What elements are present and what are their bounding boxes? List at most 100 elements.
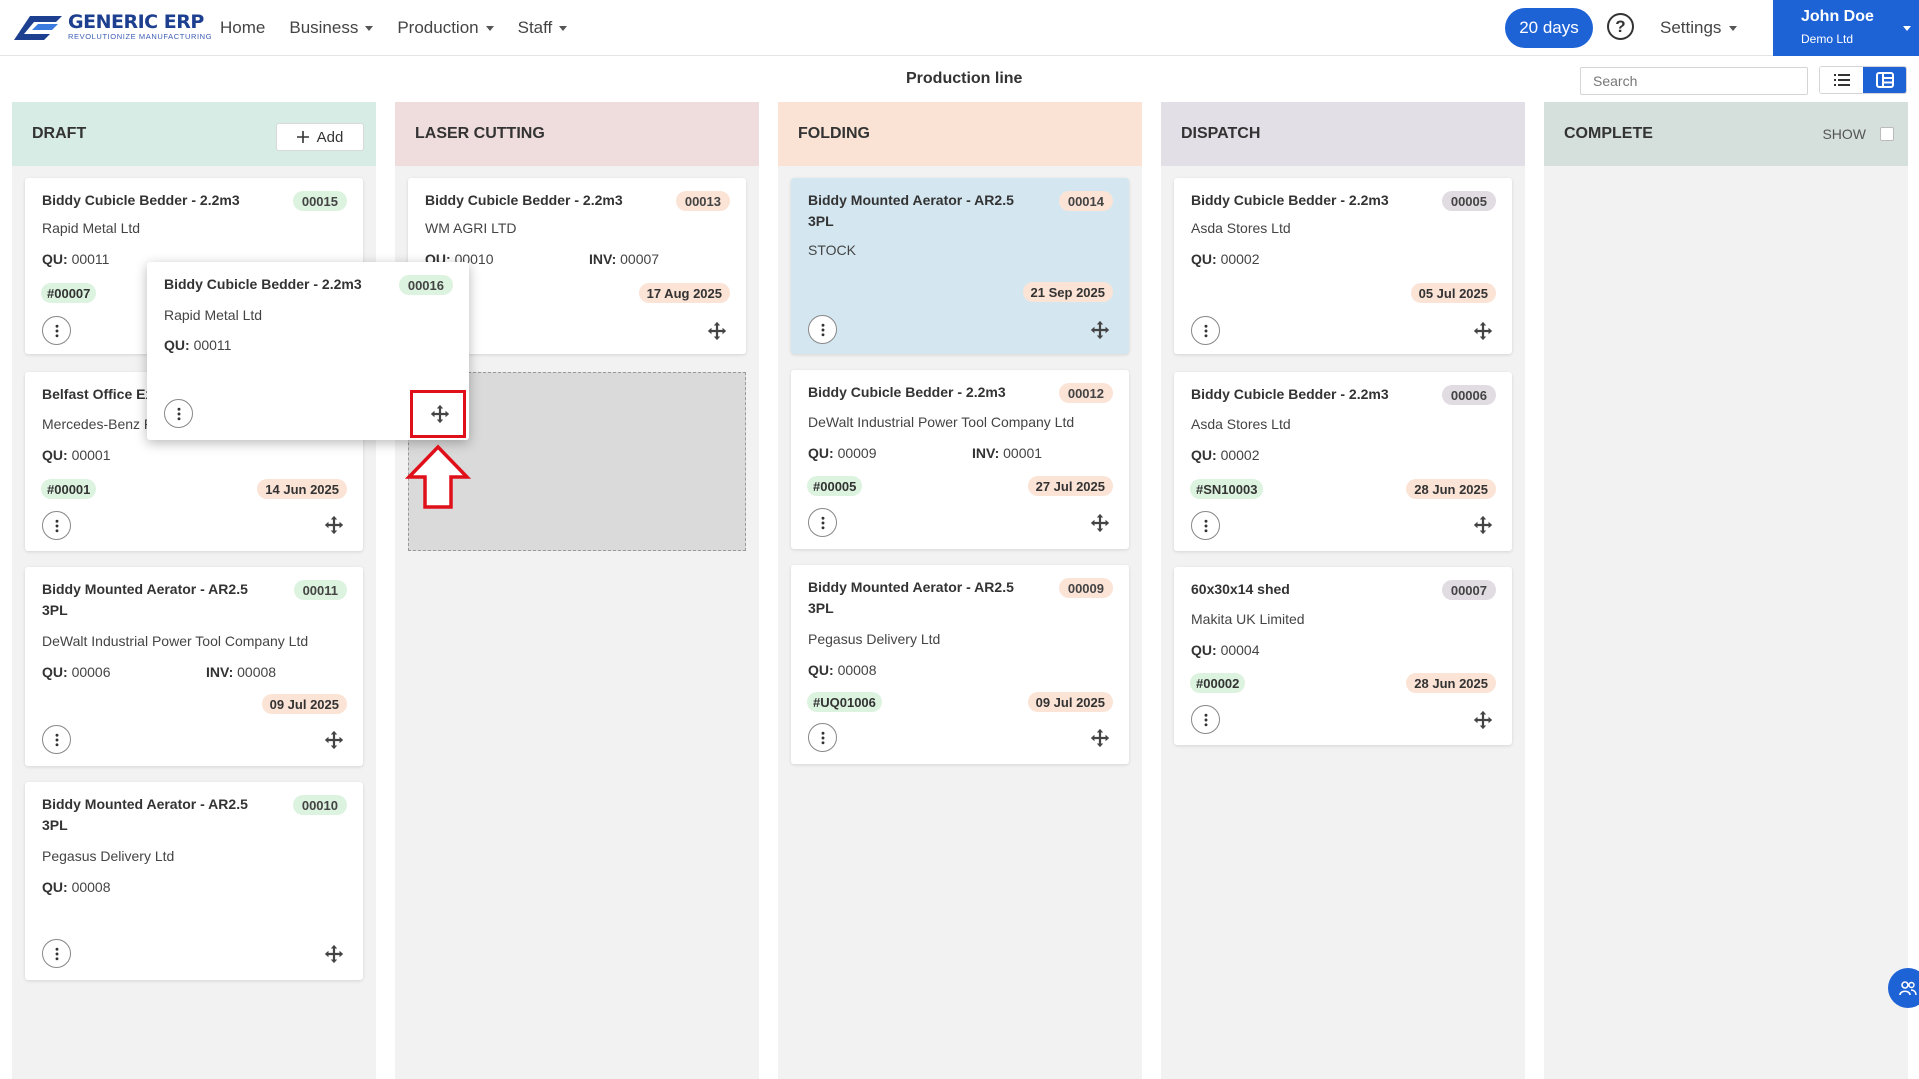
move-icon[interactable] (1472, 709, 1494, 731)
card-company: Mercedes-Benz R (42, 416, 155, 432)
move-icon[interactable] (323, 514, 345, 536)
user-company: Demo Ltd (1801, 32, 1854, 46)
search-input[interactable] (1580, 67, 1808, 95)
add-card-button[interactable]: Add (276, 123, 364, 151)
card-title: Biddy Cubicle Bedder - 2.2m3 (1191, 192, 1389, 208)
card-menu-button[interactable] (808, 315, 837, 344)
card-menu-button[interactable] (42, 511, 71, 540)
qu-value: 00008 (837, 662, 877, 678)
move-icon[interactable] (1089, 512, 1111, 534)
move-icon[interactable] (1472, 320, 1494, 342)
nav-staff[interactable]: Staff (518, 18, 568, 38)
nav-production-label: Production (397, 18, 479, 37)
card-menu-button[interactable] (808, 723, 837, 752)
due-date-badge: 14 Jun 2025 (257, 479, 347, 499)
settings-menu[interactable]: Settings (1660, 0, 1738, 56)
job-card[interactable]: Biddy Mounted Aerator - AR2.5 3PL 00009 … (791, 565, 1129, 764)
column-dispatch: DISPATCH Biddy Cubicle Bedder - 2.2m3 00… (1161, 102, 1525, 1079)
job-number-badge: 00012 (1058, 383, 1113, 403)
qu-value: 00001 (71, 447, 111, 463)
move-icon[interactable] (323, 729, 345, 751)
reference-tag: #SN10003 (1190, 479, 1264, 499)
help-icon[interactable]: ? (1607, 13, 1634, 40)
job-card[interactable]: Biddy Cubicle Bedder - 2.2m3 00012 DeWal… (791, 370, 1129, 549)
card-title: Biddy Cubicle Bedder - 2.2m3 (425, 192, 623, 208)
kebab-icon (1202, 518, 1210, 534)
card-menu-button[interactable] (42, 725, 71, 754)
kebab-icon (1202, 712, 1210, 728)
column-dispatch-title: DISPATCH (1181, 125, 1261, 142)
card-meta: QU: 00011 (42, 251, 342, 267)
dragging-card[interactable]: Biddy Cubicle Bedder - 2.2m3 00016 Rapid… (147, 262, 469, 440)
nav-production[interactable]: Production (397, 18, 494, 38)
nav-home[interactable]: Home (220, 18, 265, 38)
column-complete-header: COMPLETE SHOW (1544, 102, 1908, 166)
card-menu-button[interactable] (1191, 316, 1220, 345)
users-icon (1899, 981, 1917, 996)
arrow-up-icon (405, 444, 471, 509)
due-date-badge: 28 Jun 2025 (1406, 673, 1496, 693)
invoice-field: INV: 00008 (206, 664, 276, 680)
card-company: Rapid Metal Ltd (164, 307, 263, 323)
column-folding: FOLDING Biddy Mounted Aerator - AR2.5 3P… (778, 102, 1142, 1079)
move-icon[interactable] (1089, 319, 1111, 341)
brand-logo[interactable]: GENERIC ERP REVOLUTIONIZE MANUFACTURING (12, 12, 212, 42)
column-complete-title: COMPLETE (1564, 125, 1653, 142)
show-toggle[interactable]: SHOW (1822, 126, 1894, 142)
card-title: Biddy Cubicle Bedder - 2.2m3 (808, 384, 1006, 400)
reference-tag: #00002 (1190, 673, 1246, 693)
job-number-badge: 00015 (292, 191, 347, 211)
add-button-label: Add (316, 128, 344, 146)
card-title: Biddy Mounted Aerator - AR2.5 3PL (42, 796, 248, 833)
main-nav: Home Business Production Staff (220, 0, 568, 56)
show-checkbox[interactable] (1880, 127, 1894, 141)
board-icon (1875, 72, 1894, 88)
move-icon[interactable] (1472, 514, 1494, 536)
card-menu-button[interactable] (42, 939, 71, 968)
card-menu-button[interactable] (808, 508, 837, 537)
trial-days-button[interactable]: 20 days (1505, 8, 1593, 48)
drop-placeholder[interactable] (408, 372, 746, 551)
top-navbar: GENERIC ERP REVOLUTIONIZE MANUFACTURING … (0, 0, 1919, 56)
job-card[interactable]: Biddy Cubicle Bedder - 2.2m3 00006 Asda … (1174, 372, 1512, 551)
column-complete: COMPLETE SHOW (1544, 102, 1908, 1079)
nav-home-label: Home (220, 18, 266, 37)
job-card[interactable]: Biddy Mounted Aerator - AR2.5 3PL 00011 … (25, 567, 363, 766)
card-menu-button[interactable] (1191, 705, 1220, 734)
job-number-badge: 00006 (1441, 385, 1496, 405)
job-card[interactable]: Biddy Cubicle Bedder - 2.2m3 00005 Asda … (1174, 178, 1512, 354)
card-company: Rapid Metal Ltd (42, 220, 141, 236)
kebab-icon (819, 322, 827, 338)
user-menu[interactable]: John Doe Demo Ltd (1773, 0, 1919, 56)
list-view-button[interactable] (1820, 67, 1863, 93)
card-title: Belfast Office Ext (42, 386, 158, 402)
support-fab[interactable] (1888, 968, 1919, 1008)
card-company: DeWalt Industrial Power Tool Company Ltd (808, 414, 1075, 430)
job-card[interactable]: 60x30x14 shed 00007 Makita UK Limited QU… (1174, 567, 1512, 745)
card-title: Biddy Mounted Aerator - AR2.5 3PL (808, 579, 1014, 616)
kebab-icon (175, 406, 183, 422)
column-dispatch-header: DISPATCH (1161, 102, 1525, 166)
card-company: STOCK (808, 242, 856, 258)
job-number-badge: 00010 (292, 795, 347, 815)
brand-name: GENERIC ERP (68, 11, 204, 34)
column-draft-title: DRAFT (32, 125, 87, 142)
user-name: John Doe (1801, 8, 1874, 25)
list-icon (1833, 74, 1850, 86)
board-view-button[interactable] (1863, 67, 1906, 93)
invoice-field: INV: 00001 (972, 445, 1042, 461)
card-meta: QU: 00002 (1191, 447, 1491, 463)
card-menu-button[interactable] (42, 316, 71, 345)
page-title: Production line (906, 70, 1023, 87)
job-card[interactable]: Biddy Mounted Aerator - AR2.5 3PL 00010 … (25, 782, 363, 980)
inv-label: INV: (972, 445, 1000, 461)
card-menu-button[interactable] (164, 399, 193, 428)
move-icon[interactable] (323, 943, 345, 965)
column-folding-title: FOLDING (798, 125, 870, 142)
move-icon[interactable] (706, 320, 728, 342)
column-laser-title: LASER CUTTING (415, 125, 545, 142)
job-card[interactable]: Biddy Mounted Aerator - AR2.5 3PL 00014 … (791, 178, 1129, 354)
nav-business[interactable]: Business (289, 18, 374, 38)
card-menu-button[interactable] (1191, 511, 1220, 540)
move-icon[interactable] (1089, 727, 1111, 749)
